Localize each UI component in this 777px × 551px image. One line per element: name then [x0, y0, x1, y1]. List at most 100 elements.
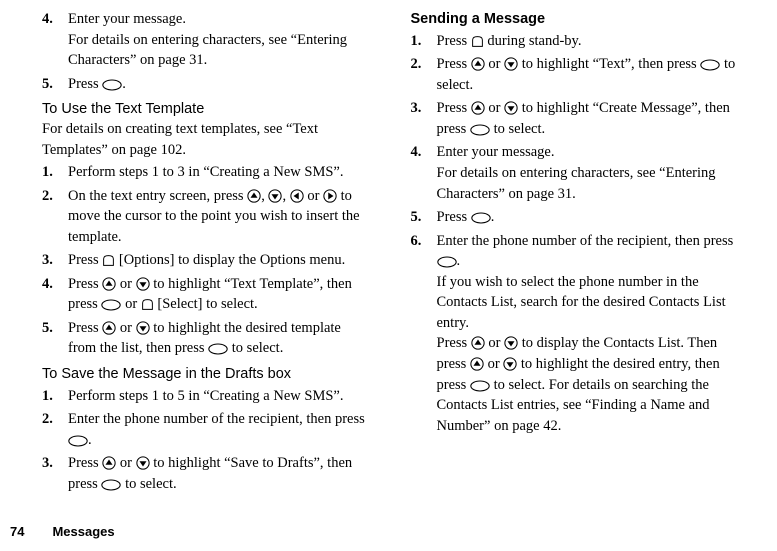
step-text: Press . — [68, 75, 391, 95]
text: . — [122, 76, 126, 92]
nav-up-icon — [102, 321, 116, 335]
text: or — [485, 100, 504, 116]
step-text: Press or to highlight “Save to Drafts”, … — [68, 454, 391, 474]
nav-up-icon — [102, 277, 116, 291]
step-text: On the text entry screen, press , , or t… — [68, 187, 391, 207]
two-columns: 4. Enter your message. For details on en… — [42, 8, 759, 498]
list-item: 3. Press or to highlight “Save to Drafts… — [42, 454, 391, 494]
list-item: 1. Press during stand-by. — [411, 32, 760, 52]
text: or — [116, 276, 135, 292]
text: or — [304, 188, 323, 204]
text: to select. — [121, 476, 176, 492]
center-key-icon — [471, 212, 491, 224]
center-key-icon — [470, 380, 490, 392]
list-item: 2. Press or to highlight “Text”, then pr… — [411, 55, 760, 95]
text: to — [337, 188, 352, 204]
nav-up-icon — [247, 189, 261, 203]
page: 4. Enter your message. For details on en… — [0, 0, 777, 551]
step-text: Press . — [437, 208, 760, 228]
list-item: 3. Press [Options] to display the Option… — [42, 251, 391, 271]
page-number: 74 — [10, 524, 24, 539]
text: Press — [437, 56, 471, 72]
left-column: 4. Enter your message. For details on en… — [42, 8, 391, 498]
text: to highlight “Text Template”, then — [150, 276, 352, 292]
text: Press — [437, 33, 471, 49]
list-item: 4. Enter your message. For details on en… — [42, 10, 391, 71]
nav-down-icon — [503, 357, 517, 371]
nav-down-icon — [504, 57, 518, 71]
step-number: 1. — [42, 163, 64, 183]
text: or — [121, 296, 140, 312]
list-item: 4. Enter your message. For details on en… — [411, 143, 760, 204]
text: press — [68, 476, 101, 492]
nav-up-icon — [471, 101, 485, 115]
step-number: 1. — [411, 32, 433, 52]
step-number: 4. — [411, 143, 433, 163]
text: or — [116, 455, 135, 471]
nav-up-icon — [471, 57, 485, 71]
center-key-icon — [208, 343, 228, 355]
step-number: 2. — [411, 55, 433, 75]
step-text: Perform steps 1 to 3 in “Creating a New … — [68, 163, 391, 183]
softkey-icon — [102, 254, 115, 267]
step-number: 4. — [42, 10, 64, 30]
nav-down-icon — [136, 321, 150, 335]
text: Press — [68, 76, 102, 92]
paragraph: Templates” on page 102. — [42, 141, 391, 161]
text: to display the Contacts List. Then — [518, 335, 717, 351]
nav-down-icon — [504, 101, 518, 115]
text: to select. — [490, 121, 545, 137]
sending-steps: 1. Press during stand-by. 2. Press or to… — [411, 32, 760, 437]
list-item: 5. Press or to highlight the desired tem… — [42, 319, 391, 359]
step-text: For details on entering characters, see … — [68, 31, 391, 51]
save-steps: 1. Perform steps 1 to 5 in “Creating a N… — [42, 387, 391, 495]
center-key-icon — [102, 79, 122, 91]
list-item: 6. Enter the phone number of the recipie… — [411, 232, 760, 437]
list-item: 2. Enter the phone number of the recipie… — [42, 410, 391, 450]
text: Press — [437, 335, 471, 351]
step-text: press to select. For details on searchin… — [437, 376, 760, 396]
step-text: . — [68, 431, 391, 451]
nav-down-icon — [504, 336, 518, 350]
center-key-icon — [101, 479, 121, 491]
step-text: Enter your message. — [68, 10, 391, 30]
step-number: 2. — [42, 187, 64, 207]
nav-down-icon — [268, 189, 282, 203]
step-number: 1. — [42, 387, 64, 407]
step-number: 2. — [42, 410, 64, 430]
center-key-icon — [700, 59, 720, 71]
step-text: move the cursor to the point you wish to… — [68, 207, 391, 227]
step-text: from the list, then press to select. — [68, 339, 391, 359]
softkey-icon — [141, 298, 154, 311]
center-key-icon — [437, 256, 457, 268]
text: to highlight the desired template — [150, 320, 341, 336]
list-item: 4. Press or to highlight “Text Template”… — [42, 275, 391, 315]
step-number: 5. — [42, 319, 64, 339]
list-item: 1. Perform steps 1 to 3 in “Creating a N… — [42, 163, 391, 183]
text: to highlight “Save to Drafts”, then — [150, 455, 353, 471]
text: or — [485, 335, 504, 351]
step-text: press to select. — [437, 120, 760, 140]
text: , — [282, 188, 289, 204]
step-text: Press or to highlight “Text”, then press… — [437, 55, 760, 75]
step-text: Characters” on page 31. — [437, 185, 760, 205]
nav-up-icon — [102, 456, 116, 470]
step-text: Press or to highlight “Text Template”, t… — [68, 275, 391, 295]
step-number: 4. — [42, 275, 64, 295]
footer-title: Messages — [52, 524, 114, 539]
list-item: 1. Perform steps 1 to 5 in “Creating a N… — [42, 387, 391, 407]
text: Press — [437, 209, 471, 225]
text: to highlight “Text”, then press — [518, 56, 700, 72]
step-text: entry. — [437, 314, 760, 334]
text: to highlight “Create Message”, then — [518, 100, 730, 116]
softkey-icon — [471, 35, 484, 48]
text: or — [116, 320, 135, 336]
text: Press — [437, 100, 471, 116]
list-item: 3. Press or to highlight “Create Message… — [411, 99, 760, 139]
left-continuing-steps: 4. Enter your message. For details on en… — [42, 10, 391, 94]
step-text: Press or to display the Contacts List. T… — [437, 334, 760, 354]
text: from the list, then press — [68, 340, 208, 356]
section-heading: To Use the Text Template — [42, 100, 391, 120]
step-number: 3. — [411, 99, 433, 119]
step-text: Contacts List, search for the desired Co… — [437, 293, 760, 313]
